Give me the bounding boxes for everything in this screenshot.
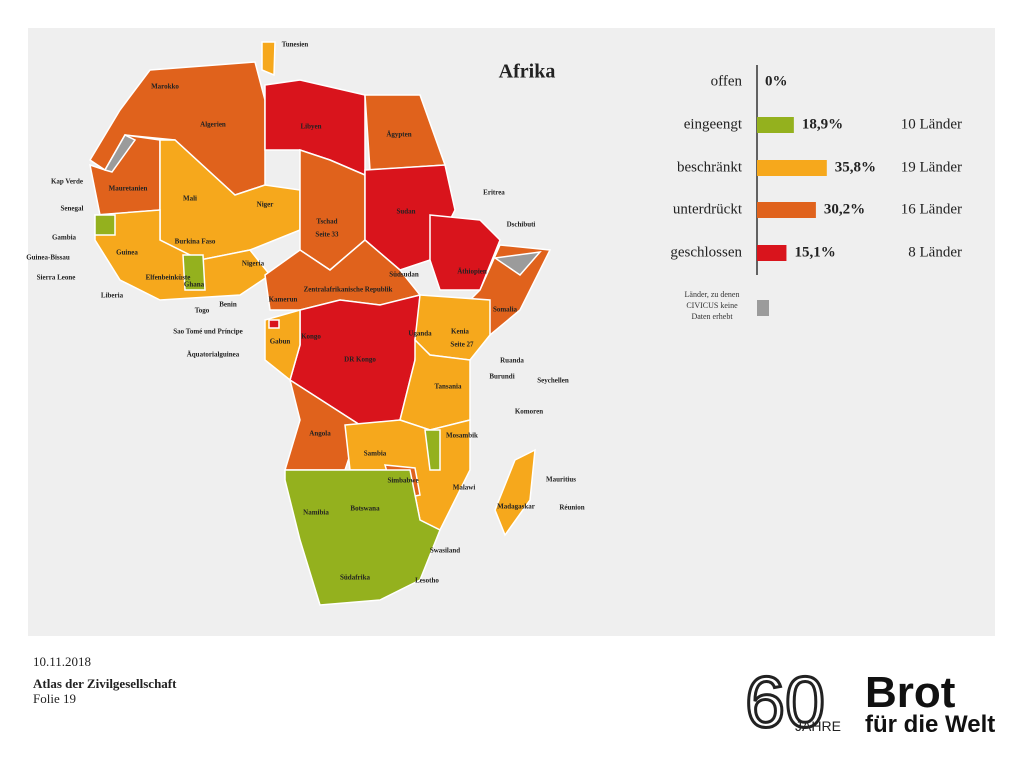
country-label: Kap Verde <box>51 178 83 186</box>
country-label: Niger <box>257 201 274 209</box>
country-label: Tunesien <box>282 41 309 49</box>
country-label: Botswana <box>350 505 380 513</box>
country-label: Simbabwe <box>387 477 418 485</box>
country-label: Südsudan <box>389 271 419 279</box>
logo-number: 60 <box>745 663 825 743</box>
country-label: Äthiopien <box>457 268 487 276</box>
country-label: DR Kongo <box>344 356 376 364</box>
legend-chart: offen 0% eingeengt 18,9% 10 Länder beschränkt… <box>670 73 962 261</box>
map-labels: Tunesien Marokko Algerien Libyen Ägypten Erit… <box>26 41 585 585</box>
category-label: unterdrückt <box>673 201 743 217</box>
country-label: Burkina Faso <box>175 238 216 246</box>
country-label: Sambia <box>364 450 387 458</box>
country-label: Sudan <box>396 208 415 216</box>
country-label: Angola <box>309 430 331 438</box>
country-label: Kongo <box>301 333 321 341</box>
no-data-line: Daten erhebt <box>691 312 733 321</box>
country-label: Elfenbeinküste <box>146 274 191 282</box>
country-label: Komoren <box>515 408 543 416</box>
logo-brand: Brot <box>865 668 956 717</box>
count-label: 8 Länder <box>908 244 962 260</box>
country-label: Uganda <box>408 330 432 338</box>
no-data-note: Länder, zu denen CIVICUS keine Daten erheb… <box>685 290 740 321</box>
country-label: Swasiland <box>430 547 460 555</box>
category-label: geschlossen <box>670 244 742 260</box>
country-label: Mali <box>183 195 197 203</box>
value-label: 18,9% <box>802 116 843 132</box>
country-label: Mauritius <box>546 476 576 484</box>
map <box>88 41 552 606</box>
country-label: Senegal <box>61 205 84 213</box>
country-label: Tansania <box>435 383 462 391</box>
country-label: Eritrea <box>483 189 505 197</box>
country-label: Malawi <box>453 484 476 492</box>
bar <box>757 202 816 218</box>
country-label: Kenia <box>451 328 469 336</box>
category-label: offen <box>711 73 743 89</box>
country-label: Marokko <box>151 83 179 91</box>
count-label: 19 Länder <box>901 159 962 175</box>
country-label: Seychellen <box>537 377 569 385</box>
country-label: Libyen <box>300 123 321 131</box>
country-label: Ägypten <box>386 131 411 139</box>
country-label: Burundi <box>489 373 514 381</box>
country-label: Gabun <box>270 338 291 346</box>
country-label: Dschibuti <box>507 221 536 229</box>
no-data-line: CIVICUS keine <box>686 301 738 310</box>
country-label: Sao Tomé und Príncipe <box>173 328 242 336</box>
country-label: Sierra Leone <box>37 274 76 282</box>
country-label: Ghana <box>184 281 205 289</box>
country-label: Somalia <box>493 306 518 314</box>
value-label: 35,8% <box>835 159 876 175</box>
country-label: Algerien <box>200 121 226 129</box>
value-label: 15,1% <box>794 244 835 260</box>
country-label: Liberia <box>101 292 124 300</box>
country-label: Réunion <box>559 504 584 512</box>
logo-brand-sub: für die Welt <box>865 711 995 738</box>
logo-years: JAHRE <box>795 718 841 734</box>
country-label: Ruanda <box>500 357 524 365</box>
country-label: Lesotho <box>415 577 439 585</box>
footer-slide: Folie 19 <box>33 691 76 706</box>
country-label: Namibia <box>303 509 329 517</box>
country-label: Guinea-Bissau <box>26 254 70 262</box>
country-label: Seite 33 <box>315 231 339 239</box>
bar <box>757 245 787 261</box>
count-label: 10 Länder <box>901 116 962 132</box>
value-label: 0% <box>765 73 788 89</box>
footer-date: 10.11.2018 <box>33 654 91 669</box>
country-label: Nigeria <box>242 260 265 268</box>
map-title: Afrika <box>499 61 556 83</box>
footer-title: Atlas der Zivilgesellschaft <box>33 676 177 691</box>
country-label: Benin <box>219 301 237 309</box>
country-label: Zentralafrikanische Republik <box>304 286 393 294</box>
count-label: 16 Länder <box>901 201 962 217</box>
country-label: Mauretanien <box>109 185 148 193</box>
country-label: Guinea <box>116 249 138 257</box>
category-label: eingeengt <box>684 116 743 132</box>
category-label: beschränkt <box>677 159 743 175</box>
no-data-line: Länder, zu denen <box>685 290 740 299</box>
value-label: 30,2% <box>824 201 865 217</box>
country-label: Tschad <box>316 218 337 226</box>
bar <box>757 160 827 176</box>
country-label: Südafrika <box>340 574 370 582</box>
country-label: Mosambik <box>446 432 478 440</box>
country-label: Seite 27 <box>450 341 474 349</box>
no-data-swatch <box>757 300 769 316</box>
country-label: Gambia <box>52 234 77 242</box>
bar <box>757 117 794 133</box>
country-label: Madagaskar <box>497 503 535 511</box>
country-label: Kamerun <box>269 296 298 304</box>
country-label: Äquatorialguinea <box>187 351 240 359</box>
country-label: Togo <box>195 307 210 315</box>
